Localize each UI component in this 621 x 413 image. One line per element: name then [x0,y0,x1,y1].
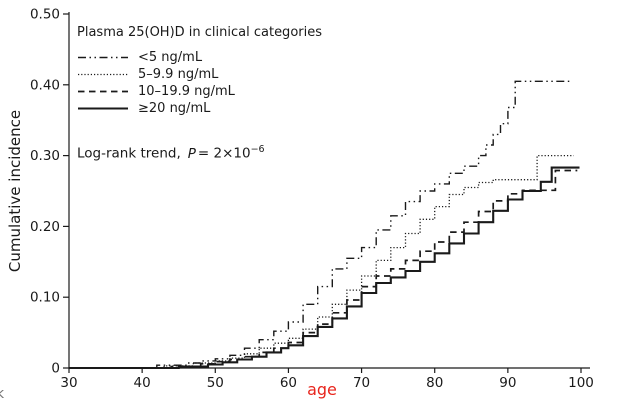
legend-item: 5–9.9 ng/mL [77,66,322,83]
x-tick-label: 30 [60,375,77,391]
solid-line-icon [78,107,128,110]
dash-dot-dot-line-icon [78,56,128,59]
legend-label: ≥20 ng/mL [138,101,211,116]
annotation-prefix: Log-rank trend, [77,145,181,162]
dotted-line-icon [78,73,128,76]
legend-label: <5 ng/mL [138,50,203,65]
curve-dash-dot-dot [69,80,570,369]
annotation-exponent: −6 [250,144,265,155]
log-rank-annotation: Log-rank trend, P = 2×10−6 [77,144,265,162]
y-tick-label: 0.40 [30,77,60,93]
annotation-equation: = 2×10 [197,145,251,162]
x-axis-age-label: age [307,380,337,399]
y-tick-label: 0.30 [30,148,60,164]
legend: Plasma 25(OH)D in clinical categories <5… [77,25,322,117]
curve-solid [69,166,580,370]
legend-item: ≥20 ng/mL [77,100,322,117]
curve-dotted [69,154,574,369]
legend-item: 10–19.9 ng/mL [77,83,322,100]
legend-label: 5–9.9 ng/mL [138,67,219,82]
x-tick-label: 80 [426,375,443,391]
y-axis-title: Cumulative incidence [6,109,24,273]
legend-label: 10–19.9 ng/mL [138,84,235,99]
x-tick-label: 50 [207,375,224,391]
y-tick-label: 0.50 [30,7,60,23]
x-tick-label: 100 [568,375,594,391]
legend-item: <5 ng/mL [77,49,322,66]
legend-title: Plasma 25(OH)D in clinical categories [77,25,322,40]
x-tick-label: 70 [353,375,370,391]
y-tick-label: 0.20 [30,219,60,235]
curve-dashed [69,169,578,369]
x-tick-label: 90 [499,375,516,391]
stray-cropped-glyph: k [0,386,5,402]
y-tick-label: 0.10 [30,290,60,306]
p-symbol: P [187,145,196,162]
dashed-line-icon [78,90,128,93]
x-tick-label: 40 [134,375,151,391]
x-tick-label: 60 [280,375,297,391]
y-tick-label: 0 [51,361,60,377]
